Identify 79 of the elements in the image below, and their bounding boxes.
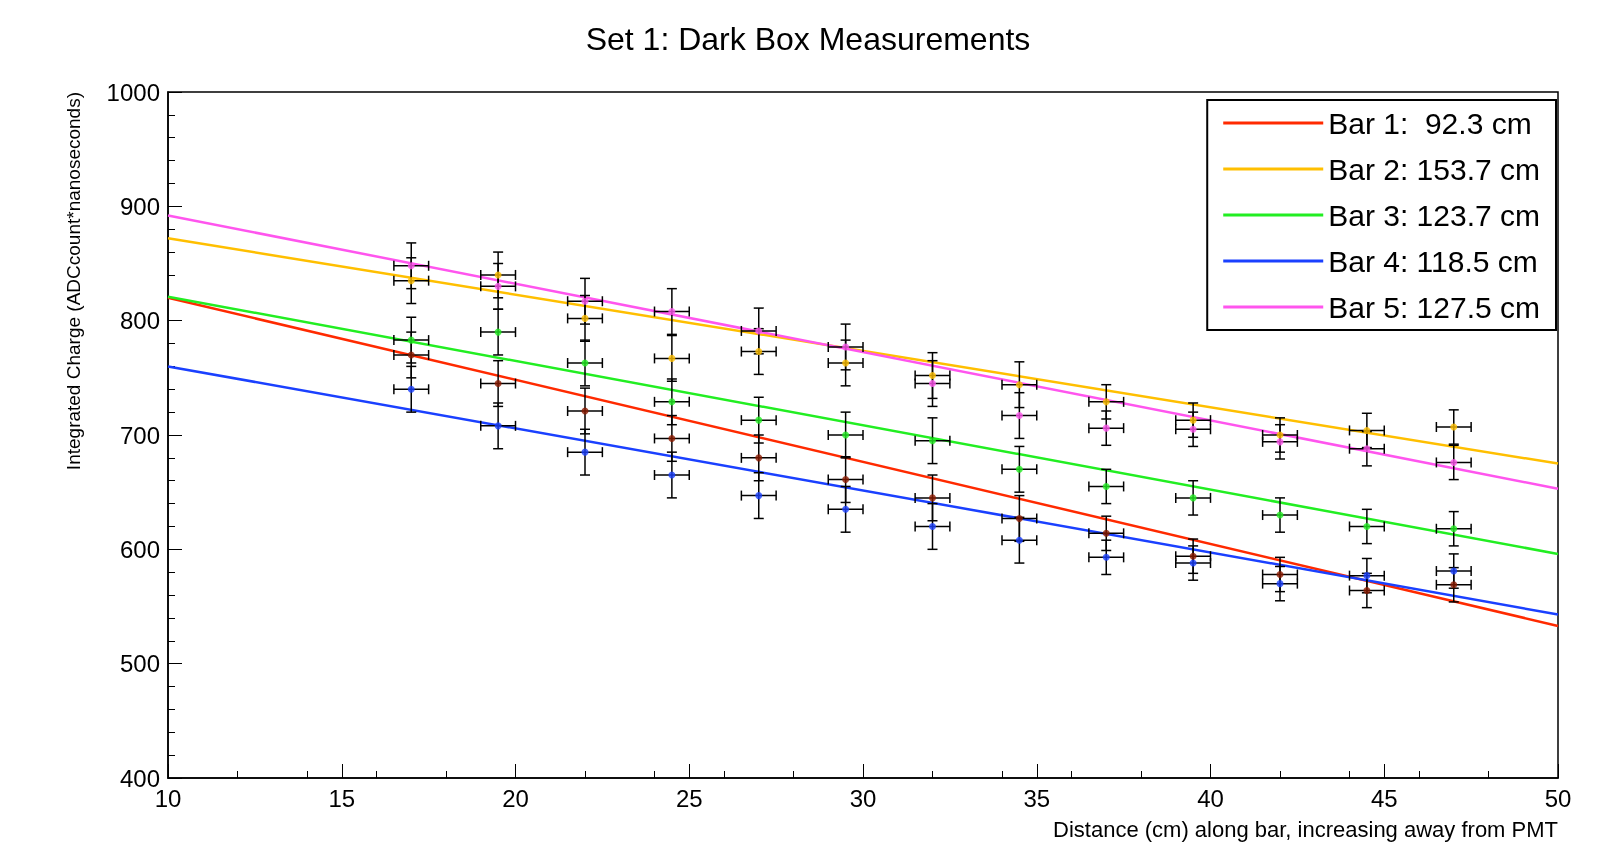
point [1276,580,1284,588]
point [668,434,676,442]
point [1015,536,1023,544]
point [407,385,415,393]
point [1363,445,1371,453]
point [668,308,676,316]
legend-label: Bar 1: 92.3 cm [1328,106,1532,140]
point [407,336,415,344]
y-tick-label: 500 [119,650,160,678]
point [1102,553,1110,561]
point [755,492,763,500]
point [929,380,936,388]
point [581,297,589,305]
x-tick-label: 25 [675,784,703,812]
x-tick-label: 50 [1544,784,1572,812]
point [1363,522,1371,530]
point [1189,425,1197,433]
point [494,422,502,430]
point [1450,525,1458,533]
point [1450,581,1458,589]
point [755,327,763,335]
point [494,380,502,388]
legend-label: Bar 5: 127.5 cm [1328,290,1541,324]
point [1189,416,1197,424]
point [407,351,415,359]
y-tick-label: 600 [119,535,160,563]
point [1450,567,1458,575]
x-tick-label: 40 [1197,784,1224,812]
point [1015,381,1023,389]
point [1102,398,1110,406]
point [1189,494,1197,502]
point [929,522,936,530]
point [755,348,763,356]
point [1102,424,1110,432]
point [668,398,676,406]
point [842,505,850,513]
y-tick-label: 1000 [106,78,160,106]
x-tick-label: 45 [1370,784,1398,812]
point [1102,529,1110,537]
point [1276,570,1284,578]
point [929,372,936,380]
point [494,282,502,290]
point [494,271,502,279]
point [407,262,415,270]
chart-title: Set 1: Dark Box Measurements [585,21,1031,57]
point [494,328,502,336]
y-tick-label: 400 [119,764,160,792]
point [755,454,763,462]
point [1363,426,1371,434]
x-tick-label: 30 [849,784,877,812]
point [1450,423,1458,431]
point [842,431,850,439]
point [1189,552,1197,560]
point [842,359,850,367]
point [407,277,415,285]
y-axis-title: Integrated Charge (ADCcount*nanoseconds) [63,92,84,471]
y-tick-label: 700 [119,421,160,449]
point [842,476,850,484]
point [581,314,589,322]
legend-label: Bar 2: 153.7 cm [1328,152,1541,186]
point [1363,572,1371,580]
point [929,494,936,502]
point [1015,412,1023,420]
legend-label: Bar 3: 123.7 cm [1328,198,1541,232]
point [755,416,763,424]
point [1450,458,1458,466]
x-tick-label: 20 [502,784,529,812]
x-axis-title: Distance (cm) along bar, increasing away from PMT [1053,816,1558,842]
point [1015,465,1023,473]
x-tick-label: 15 [328,784,356,812]
y-tick-label: 800 [119,307,160,335]
point [1363,586,1371,594]
point [1102,482,1110,490]
x-tick-label: 35 [1023,784,1051,812]
legend-label: Bar 4: 118.5 cm [1328,244,1538,278]
y-tick-label: 900 [119,192,160,220]
point [842,343,850,351]
point [929,437,936,445]
point [668,354,676,362]
